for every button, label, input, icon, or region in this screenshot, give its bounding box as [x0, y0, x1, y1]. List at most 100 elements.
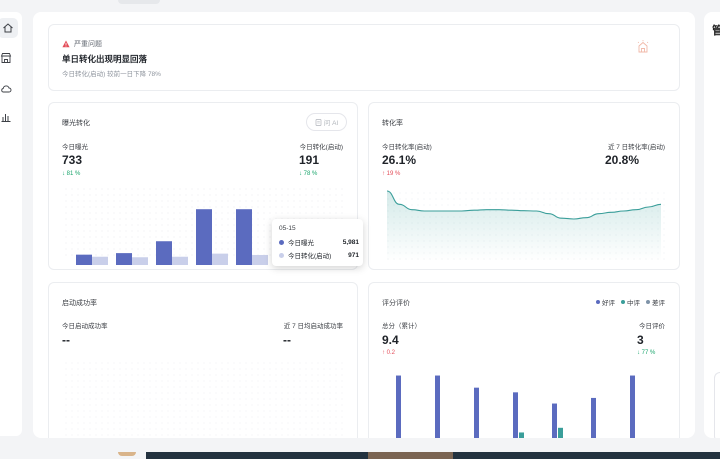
nav-cloud[interactable]: [0, 82, 13, 96]
bar-conversion-4: [252, 254, 268, 265]
top-bar: [0, 0, 720, 10]
tooltip-value-conversion: 971: [348, 251, 359, 259]
right-side-panel: 管: [704, 12, 720, 438]
bar-exposure-1: [116, 253, 132, 265]
legend-label-good: 好评: [602, 300, 615, 307]
cloud-icon: [1, 85, 12, 93]
rating-metric2-value: 3: [637, 333, 644, 347]
conversion-area: [387, 191, 661, 261]
conversion-metric2-value: 20.8%: [605, 153, 640, 167]
tooltip-label-exposure: 今日曝光: [288, 240, 314, 247]
nav-report[interactable]: [0, 110, 13, 124]
conversion-area-chart[interactable]: [384, 189, 666, 261]
top-tab-pill[interactable]: [118, 0, 160, 4]
legend-item-medium[interactable]: 中评: [621, 297, 640, 307]
bar-exposure-4: [236, 209, 252, 265]
exposure-metric2-delta: ↓ 78 %: [299, 171, 318, 177]
tooltip-value-exposure: 5,981: [342, 238, 359, 246]
rating-card: 评分评价 好评 中评 差评 总分（累计） 9.4 ↑ 0.2 今日评价 3 ↓ …: [368, 282, 680, 438]
conversion-title: 转化率: [382, 120, 403, 127]
nav-home[interactable]: [0, 18, 18, 38]
conversion-metric1-value: 26.1%: [382, 153, 417, 167]
bar-conversion-1: [132, 257, 148, 265]
legend-item-bad[interactable]: 差评: [646, 297, 665, 307]
rating-metric1-value: 9.4: [382, 333, 399, 347]
nav-store[interactable]: [0, 51, 13, 65]
chart-tooltip: 05-15 今日曝光 5,981 今日转化(启动) 971: [272, 219, 363, 266]
launch-metric2-value: --: [283, 333, 291, 347]
rating-bar-chart[interactable]: [382, 367, 670, 438]
rating-bar-0-0: [396, 375, 401, 438]
warning-icon: [62, 40, 70, 48]
dotted-grid: [65, 362, 343, 436]
legend-dot-medium: [621, 300, 625, 304]
store-icon: [0, 53, 12, 63]
tooltip-label-conversion: 今日转化(启动): [288, 253, 332, 260]
bar-exposure-2: [156, 241, 172, 265]
tooltip-row-conversion: 今日转化(启动) 971: [279, 250, 359, 260]
legend-label-medium: 中评: [627, 300, 640, 307]
legend-dot-bad: [646, 300, 650, 304]
alert-subtitle: 今日转化(启动) 较前一日下降 78%: [62, 71, 161, 78]
document-icon: [315, 118, 322, 126]
bar-exposure-0: [76, 254, 92, 265]
conversion-line: [386, 190, 662, 220]
bar-conversion-3: [212, 253, 228, 265]
home-icon: [3, 23, 13, 33]
rating-bar-0-4: [552, 403, 557, 438]
launch-metric2-label: 近 7 日均启动成功率: [283, 323, 343, 330]
tooltip-row-exposure: 今日曝光 5,981: [279, 237, 359, 247]
exposure-metric1-label: 今日曝光: [62, 144, 88, 151]
rating-metric2-delta: ↓ 77 %: [637, 350, 656, 356]
rating-bar-1-3: [519, 432, 524, 438]
dashboard-panel: 严重问题 单日转化出现明显回落 今日转化(启动) 较前一日下降 78% 曝光转化…: [33, 12, 695, 438]
tooltip-dot-exposure: [279, 239, 284, 245]
exposure-metric1-delta: ↓ 81 %: [62, 171, 81, 177]
rating-bar-0-6: [630, 375, 635, 438]
rating-metric1-delta: ↑ 0.2: [382, 350, 396, 356]
rating-bar-0-5: [591, 397, 596, 438]
bar-exposure-3: [196, 209, 212, 265]
taskbar-segment[interactable]: [368, 452, 453, 459]
bottom-taskbar: [0, 452, 720, 459]
launch-empty-chart: [65, 362, 343, 436]
bar-conversion-2: [172, 256, 188, 265]
launch-metric1-label: 今日启动成功率: [62, 323, 108, 330]
alert-title: 单日转化出现明显回落: [62, 54, 148, 64]
alert-illustration-icon: [637, 40, 649, 53]
dotted-grid: [65, 188, 343, 256]
conversion-metric2-label: 近 7 日转化率(启动): [607, 144, 665, 151]
rating-metric1-label: 总分（累计）: [382, 323, 421, 330]
taskbar-left: [0, 452, 146, 459]
rating-bar-0-2: [474, 387, 479, 438]
left-nav: [0, 12, 22, 436]
alert-card[interactable]: 严重问题 单日转化出现明显回落 今日转化(启动) 较前一日下降 78%: [48, 24, 680, 91]
ask-ai-label: 问 AI: [323, 120, 339, 127]
exposure-metric2-label: 今日转化(启动): [299, 144, 343, 151]
rating-bar-0-1: [435, 375, 440, 438]
conversion-metric1-label: 今日转化率(启动): [382, 144, 432, 151]
rating-bar-0-3: [513, 392, 518, 438]
tooltip-date: 05-15: [279, 225, 296, 232]
conversion-card: 转化率 今日转化率(启动) 26.1% ↑ 19 % 近 7 日转化率(启动) …: [368, 102, 680, 270]
right-panel-title: 管: [712, 25, 720, 37]
taskbar-thumb[interactable]: [118, 452, 136, 456]
rating-title: 评分评价: [382, 300, 410, 307]
alert-tag-label: 严重问题: [74, 41, 102, 48]
ask-ai-button[interactable]: 问 AI: [306, 113, 347, 131]
launch-metric1-value: --: [62, 333, 70, 347]
exposure-title: 曝光转化: [62, 120, 90, 127]
launch-title: 启动成功率: [62, 300, 97, 307]
conversion-metric1-delta: ↑ 19 %: [382, 171, 401, 177]
alert-tag: 严重问题: [62, 39, 102, 49]
legend-item-good[interactable]: 好评: [596, 297, 615, 307]
tooltip-dot-conversion: [279, 252, 284, 258]
bar-chart-icon: [1, 114, 11, 122]
exposure-metric2-value: 191: [299, 153, 320, 167]
legend-label-bad: 差评: [652, 300, 665, 307]
rating-legend: 好评 中评 差评: [596, 297, 665, 307]
exposure-metric1-value: 733: [62, 153, 83, 167]
launch-card: 启动成功率 今日启动成功率 -- 近 7 日均启动成功率 --: [48, 282, 358, 438]
right-panel-scroll-handle[interactable]: [714, 372, 720, 438]
bar-conversion-0: [92, 256, 108, 265]
